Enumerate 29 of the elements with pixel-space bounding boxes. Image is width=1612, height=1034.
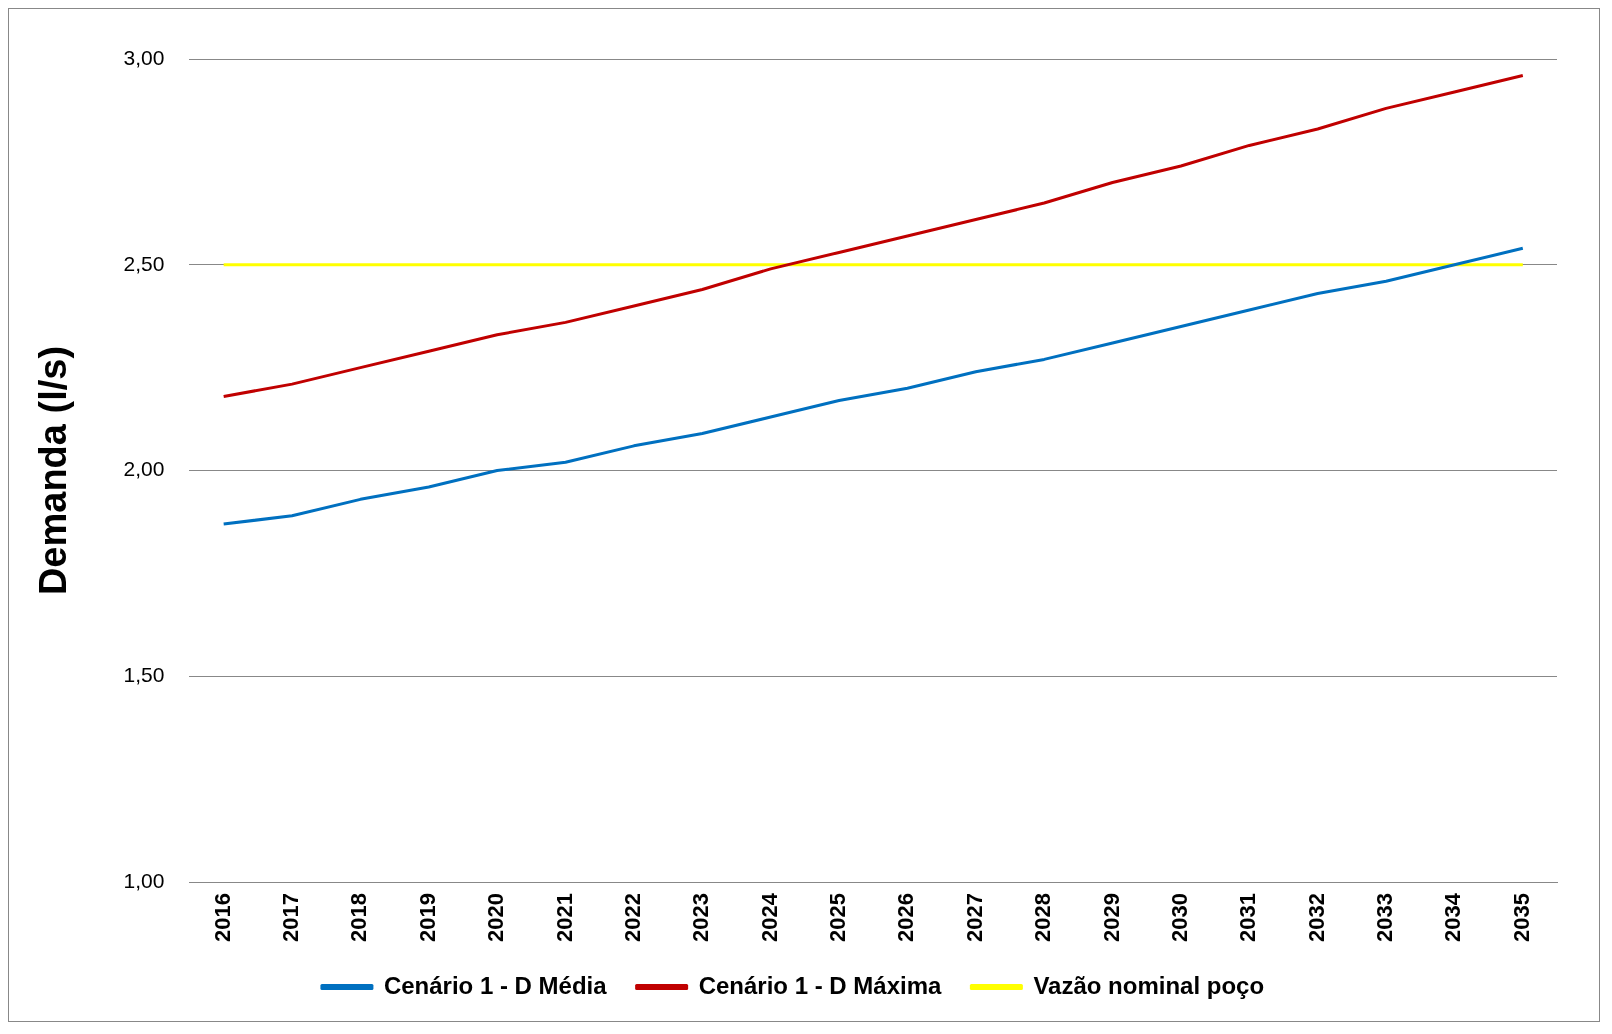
x-tick-label: 2021 (551, 893, 577, 943)
legend-label: Vazão nominal poço (1033, 971, 1265, 999)
x-tick-label: 2024 (756, 892, 782, 943)
x-tick-label: 2034 (1440, 892, 1466, 943)
x-tick-label: 2032 (1303, 893, 1329, 943)
x-tick-label: 2018 (346, 893, 372, 943)
y-axis-title: Demanda (l/s) (32, 345, 75, 596)
x-tick-label: 2028 (1030, 893, 1056, 943)
x-tick-label: 2026 (893, 893, 919, 943)
legend-label: Cenário 1 - D Média (383, 971, 608, 999)
x-tick-label: 2017 (278, 893, 304, 943)
x-tick-label: 2030 (1166, 893, 1192, 943)
x-tick-label: 2022 (619, 893, 645, 943)
x-tick-label: 2023 (688, 893, 714, 943)
y-tick-label: 3,00 (123, 45, 165, 69)
x-tick-label: 2016 (209, 893, 235, 943)
x-tick-label: 2020 (483, 893, 509, 943)
legend-label: Cenário 1 - D Máxima (698, 971, 943, 999)
x-tick-label: 2029 (1098, 893, 1124, 943)
y-tick-label: 2,00 (123, 457, 165, 481)
y-tick-label: 1,00 (123, 868, 165, 892)
x-tick-label: 2031 (1235, 893, 1261, 943)
x-tick-label: 2027 (961, 893, 987, 943)
y-tick-label: 2,50 (123, 251, 165, 275)
x-tick-label: 2033 (1372, 893, 1398, 943)
x-tick-label: 2025 (825, 893, 851, 943)
x-tick-label: 2019 (414, 893, 440, 943)
x-tick-label: 2035 (1508, 893, 1534, 943)
y-tick-label: 1,50 (123, 663, 165, 687)
